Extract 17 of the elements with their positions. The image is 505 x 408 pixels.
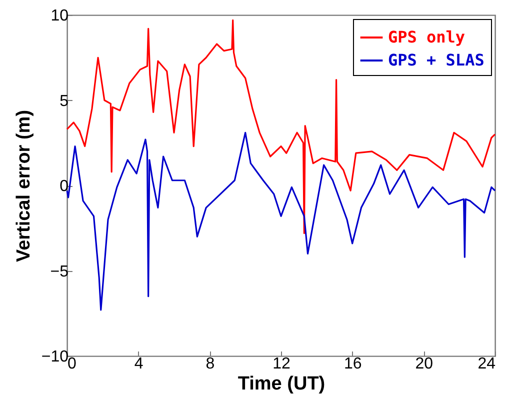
y-axis-title: Vertical error (m) xyxy=(13,110,34,262)
x-tick-label: 8 xyxy=(206,356,215,372)
x-tick-label: 4 xyxy=(134,356,144,372)
x-tick-label: 16 xyxy=(344,356,362,372)
y-tick-label: 5 xyxy=(60,92,69,110)
line-series xyxy=(66,132,496,311)
y-tick-label: −5 xyxy=(50,263,69,280)
y-tick-label: −10 xyxy=(41,348,69,366)
x-tick-label: 12 xyxy=(272,356,290,372)
x-tick-label: 24 xyxy=(478,356,496,372)
line-series xyxy=(66,19,496,234)
y-tick-label: 10 xyxy=(50,8,69,24)
legend-label: GPS + SLAS xyxy=(388,50,484,70)
x-axis-title: Time (UT) xyxy=(238,374,326,394)
legend-label: GPS only xyxy=(388,28,466,46)
x-tick-label: 20 xyxy=(415,356,434,372)
y-tick-label: 0 xyxy=(60,178,69,195)
